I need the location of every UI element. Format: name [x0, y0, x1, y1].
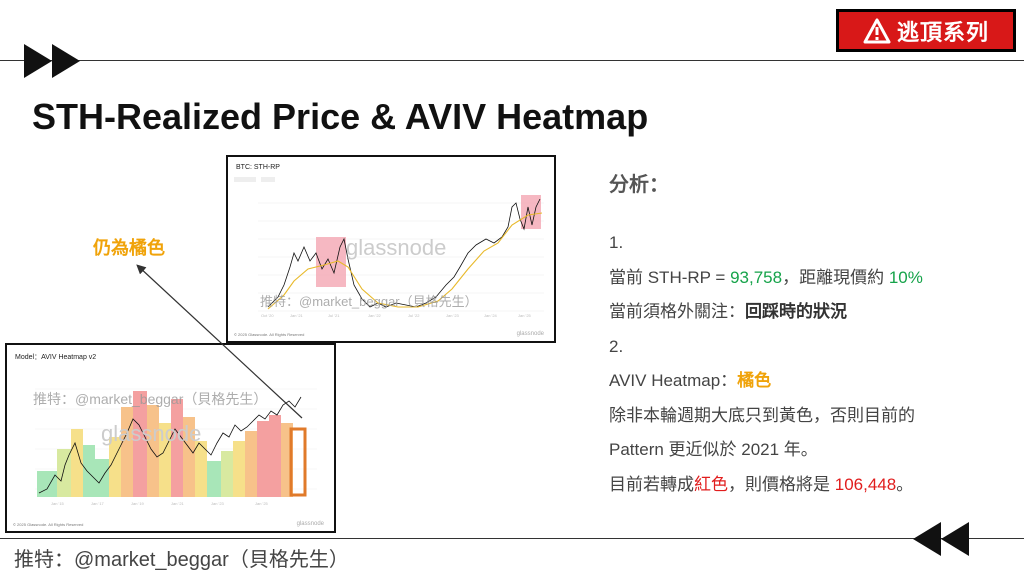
svg-text:Jan '21: Jan '21	[171, 501, 185, 506]
bottom-divider	[0, 538, 1024, 539]
red-price-value: 106,448	[834, 474, 897, 494]
point-1-number: 1.	[609, 233, 624, 252]
point-2-number: 2.	[609, 336, 624, 356]
watermark: 推特：@market_beggar（貝格先生）	[33, 391, 268, 407]
sth-rp-line: 當前 STH-RP = 93,758，距離現價約 10%	[609, 267, 923, 287]
svg-text:Jan '15: Jan '15	[51, 501, 65, 506]
svg-text:Jul '21: Jul '21	[328, 313, 340, 318]
chart-title: BTC: STH-RP	[236, 164, 280, 171]
svg-text:Oct '20: Oct '20	[261, 313, 274, 318]
brand-mark: glassnode	[516, 331, 544, 337]
svg-text:Jan '25: Jan '25	[518, 313, 532, 318]
watermark: 推特：@market_beggar（貝格先生）	[260, 294, 478, 309]
svg-text:Jan '17: Jan '17	[91, 501, 105, 506]
aviv-line: AVIV Heatmap：橘色	[609, 371, 772, 390]
svg-text:Jan '24: Jan '24	[484, 313, 498, 318]
glassnode-logo: glassnode	[346, 235, 447, 260]
fast-forward-icon	[24, 44, 80, 78]
aviv-heatmap-plot: Jan '15 Jan '17 Jan '19 Jan '21 Jan '23 Jan …	[35, 388, 317, 506]
annotation-label: 仍為橘色	[93, 238, 165, 258]
svg-text:Jan '23: Jan '23	[446, 313, 460, 318]
copyright: © 2025 Glassnode. All Rights Reserved	[13, 522, 84, 527]
chart-title: Model：AVIV Heatmap v2	[15, 354, 97, 361]
svg-text:Jan '21: Jan '21	[290, 313, 304, 318]
aviv-status: 橘色	[737, 371, 772, 390]
svg-text:Jan '23: Jan '23	[211, 501, 225, 506]
sth-rp-value: 93,758	[730, 267, 783, 287]
badge-label: 逃頂系列	[896, 19, 989, 45]
top-divider	[0, 60, 1024, 61]
brand-mark: glassnode	[296, 521, 324, 527]
aviv-heatmap-chart: Model：AVIV Heatmap v2 Jan '15 Jan '17 Jan …	[5, 343, 336, 533]
sth-rp-chart: BTC: STH-RP Oct '20 Jan '21 Jul '21 Jan '2…	[226, 155, 556, 343]
attention-line: 當前須格外關注：回踩時的狀況	[609, 302, 847, 321]
series-badge: 逃頂系列	[836, 9, 1016, 52]
svg-text:Jan '19: Jan '19	[131, 501, 145, 506]
analysis-panel: 分析： 1. 當前 STH-RP = 93,758，距離現價約 10% 當前須格…	[609, 168, 1009, 502]
svg-text:Jul '22: Jul '22	[408, 313, 420, 318]
svg-text:Jan '22: Jan '22	[368, 313, 382, 318]
svg-text:Jan '25: Jan '25	[255, 501, 269, 506]
sth-rp-plot: Oct '20 Jan '21 Jul '21 Jan '22 Jul '22 Jan …	[234, 177, 544, 318]
pattern-line: Pattern 更近似於 2021 年。	[609, 440, 818, 459]
analysis-heading: 分析：	[609, 174, 669, 196]
warning-icon	[863, 18, 891, 43]
rewind-icon	[913, 522, 969, 556]
slide-title: STH-Realized Price & AVIV Heatmap	[32, 96, 649, 137]
footer-credit: 推特：@market_beggar（貝格先生）	[14, 549, 349, 571]
cycle-line: 除非本輪週期大底只到黃色，否則目前的	[609, 405, 915, 425]
copyright: © 2025 Glassnode. All Rights Reserved	[234, 332, 305, 337]
distance-percent: 10%	[888, 267, 923, 287]
glassnode-logo: glassnode	[101, 421, 202, 446]
red-price-line: 目前若轉成紅色，則價格將是 106,448。	[609, 474, 914, 494]
